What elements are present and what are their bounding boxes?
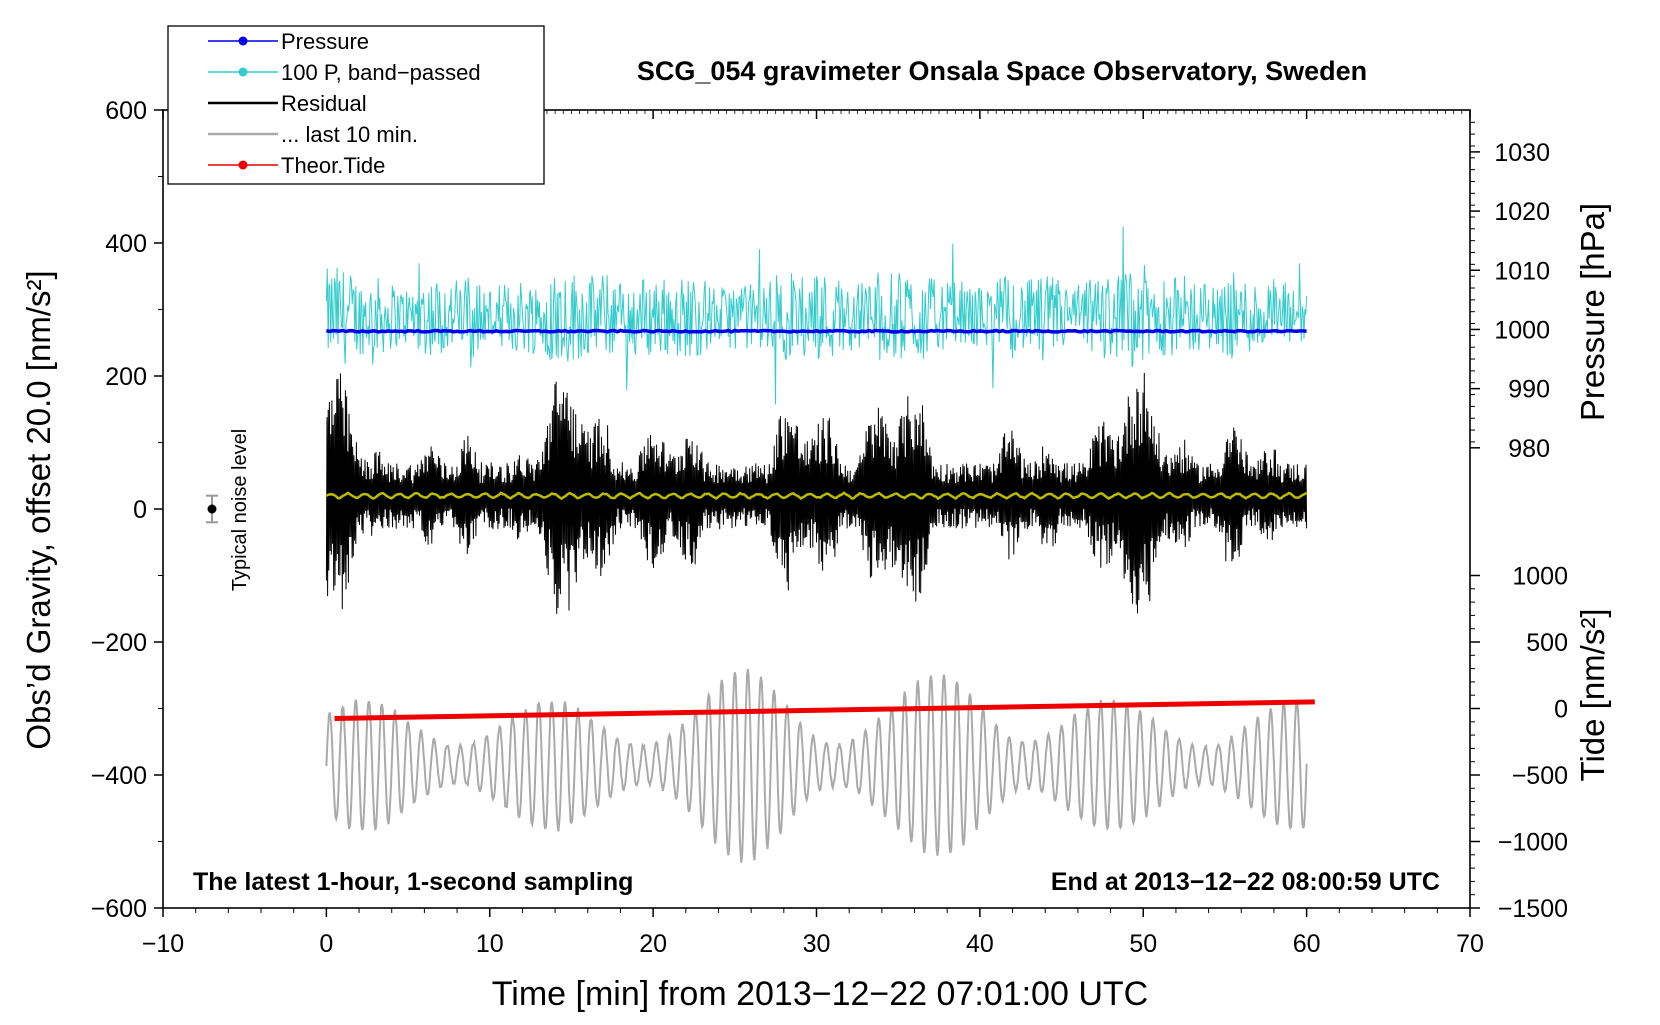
legend-label: ... last 10 min. <box>281 122 418 147</box>
pressure-tick-label: 1030 <box>1494 139 1550 167</box>
legend-marker <box>238 160 248 170</box>
y-tick-label-left: 600 <box>105 97 147 125</box>
noise-level-label: Typical noise level <box>229 429 251 591</box>
tide-tick-label: 1000 <box>1512 563 1568 591</box>
legend-label: Theor.Tide <box>281 153 385 178</box>
x-tick-label: 10 <box>476 930 504 958</box>
legend-marker <box>238 67 248 77</box>
pressure-tick-label: 1000 <box>1494 316 1550 344</box>
x-tick-label: −10 <box>142 930 184 958</box>
series-line-last-10-min <box>325 668 1308 863</box>
sampling-note: The latest 1-hour, 1-second sampling <box>193 868 633 896</box>
series-line-smoothed-residual <box>325 491 1308 501</box>
tide-tick-label: −1000 <box>1498 829 1568 857</box>
data-layer <box>206 226 1315 863</box>
legend-label: 100 P, band−passed <box>281 60 481 85</box>
chart-title: SCG_054 gravimeter Onsala Space Observat… <box>637 56 1367 86</box>
x-tick-label: 60 <box>1293 930 1321 958</box>
y-tick-label-left: −600 <box>91 895 147 923</box>
axes-layer: −10 0 10 20 30 40 50 60 706004002000−200−400−600… <box>91 97 1568 958</box>
x-tick-label: 70 <box>1456 930 1484 958</box>
legend-box <box>167 25 545 185</box>
series-line-theoretical-tide <box>334 699 1315 721</box>
text-layer: SCG_054 gravimeter Onsala Space Observat… <box>20 56 1611 1013</box>
tide-axis-label: Tide [nm/s²] <box>1574 609 1611 782</box>
pressure-tick-label: 990 <box>1508 376 1550 404</box>
x-axis-label: Time [min] from 2013−12−22 07:01:00 UTC <box>492 975 1148 1013</box>
series-line-band-passed <box>325 226 1308 405</box>
legend-label: Residual <box>281 91 367 116</box>
pressure-axis-label: Pressure [hPa] <box>1574 203 1611 421</box>
tide-tick-label: −500 <box>1512 762 1568 790</box>
legend: Pressure 100 P, band−passed Residual ... la… <box>167 25 545 185</box>
y-tick-label-left: −400 <box>91 762 147 790</box>
y-axis-label-left: Obs’d Gravity, offset 20.0 [nm/s²] <box>20 270 57 749</box>
x-tick-label: 30 <box>803 930 831 958</box>
series-line-residual <box>325 372 1308 614</box>
y-tick-label-left: 200 <box>105 363 147 391</box>
y-tick-label-left: 0 <box>133 496 147 524</box>
tide-tick-label: −1500 <box>1498 895 1568 923</box>
y-tick-label-left: 400 <box>105 230 147 258</box>
noise-marker <box>207 504 217 514</box>
y-tick-label-left: −200 <box>91 629 147 657</box>
series-line-pressure <box>325 328 1307 334</box>
legend-label: Pressure <box>281 29 369 54</box>
tide-tick-label: 500 <box>1526 629 1568 657</box>
x-tick-label: 40 <box>966 930 994 958</box>
x-tick-label: 0 <box>319 930 333 958</box>
x-tick-label: 20 <box>639 930 667 958</box>
pressure-tick-label: 1020 <box>1494 198 1550 226</box>
x-tick-label: 50 <box>1129 930 1157 958</box>
tide-tick-label: 0 <box>1554 696 1568 724</box>
pressure-tick-label: 980 <box>1508 435 1550 463</box>
legend-marker <box>238 36 248 46</box>
pressure-tick-label: 1010 <box>1494 257 1550 285</box>
end-time-note: End at 2013−12−22 08:00:59 UTC <box>1051 868 1440 896</box>
